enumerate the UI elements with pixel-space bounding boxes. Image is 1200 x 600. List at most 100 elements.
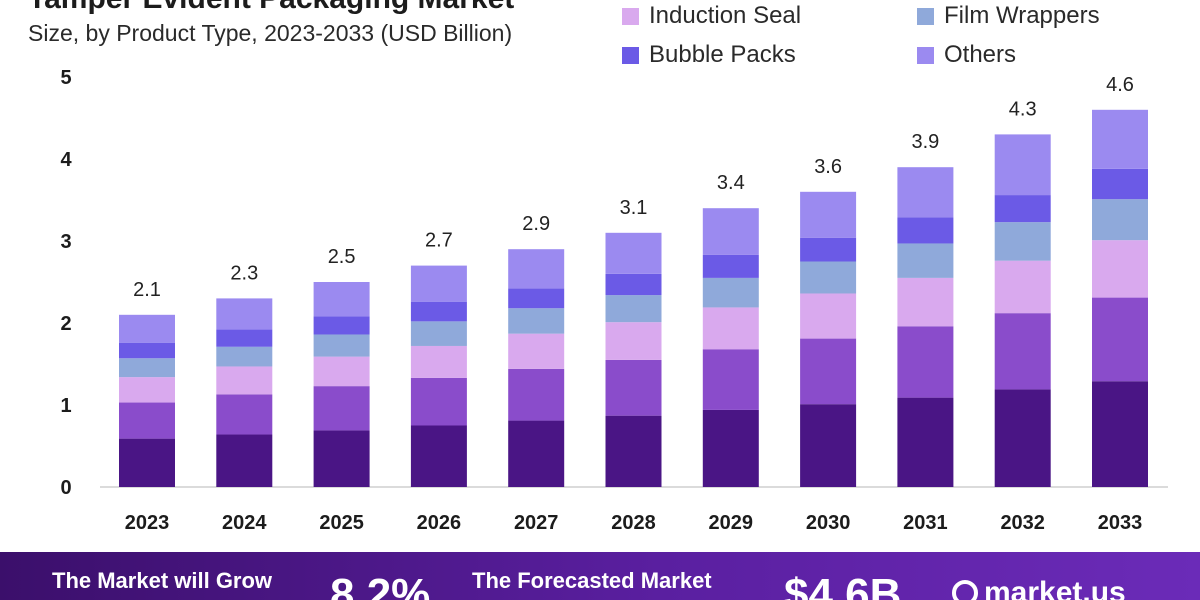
- y-tick-label: 1: [60, 395, 71, 417]
- bar-segment: [216, 434, 273, 487]
- bar-segment: [508, 420, 565, 487]
- bar-segment: [313, 356, 370, 387]
- chart-subtitle: Size, by Product Type, 2023-2033 (USD Bi…: [28, 20, 513, 46]
- bar-total-label: 4.3: [1009, 98, 1037, 120]
- forecast-value: $4.6B: [784, 570, 902, 600]
- bar-segment: [216, 329, 273, 347]
- bar-segment: [410, 377, 467, 426]
- x-tick-label: 2031: [903, 512, 948, 534]
- bar-segment: [313, 282, 370, 317]
- bar-segment: [216, 346, 273, 367]
- x-tick-label: 2029: [709, 512, 754, 534]
- footer-banner: The Market will Grow 8.2% The Forecasted…: [0, 552, 1200, 600]
- bar-segment: [508, 249, 565, 289]
- bar-segment: [897, 167, 954, 218]
- bar-segment: [410, 321, 467, 346]
- legend-label: Film Wrappers: [944, 2, 1100, 29]
- x-tick-label: 2025: [319, 512, 364, 534]
- legend-label: Bubble Packs: [649, 41, 796, 68]
- bar-segment: [1092, 199, 1148, 241]
- bar-total-label: 3.6: [814, 156, 842, 178]
- bar-segment: [1092, 381, 1148, 487]
- x-tick-label: 2028: [611, 512, 656, 534]
- x-tick-label: 2023: [125, 512, 170, 534]
- legend-swatch: [917, 46, 934, 64]
- bar-segment: [605, 232, 662, 274]
- y-tick-label: 0: [60, 477, 71, 499]
- stacked-bar-chart: 0 1 2 3 4 5 2.1 2023 2.3 2024 2.5 2025 2.7 2026 2.9 202…: [60, 67, 1168, 534]
- bar-segment: [897, 326, 954, 398]
- bar-segment: [119, 438, 175, 487]
- bar-segment: [702, 254, 759, 278]
- legend-label: Induction Seal: [649, 2, 802, 29]
- y-tick-label: 3: [60, 231, 71, 253]
- bar-segment: [119, 342, 175, 359]
- x-tick-label: 2030: [806, 512, 851, 534]
- bar-segment: [410, 301, 467, 322]
- bar-segment: [508, 288, 565, 309]
- cagr-value: 8.2%: [330, 570, 431, 600]
- y-tick-label: 2: [60, 313, 71, 335]
- legend-swatch: [917, 7, 934, 25]
- bar-segment: [800, 191, 857, 238]
- bar-total-label: 3.1: [620, 197, 648, 219]
- bar-segment: [216, 298, 273, 330]
- legend-swatch: [622, 7, 639, 25]
- bar-segment: [897, 277, 954, 327]
- y-tick-label: 5: [60, 67, 71, 89]
- bar-segment: [119, 377, 175, 403]
- bar-segment: [800, 338, 857, 405]
- bar-segment: [994, 260, 1051, 314]
- bar-segment: [216, 394, 273, 435]
- bar-total-label: 2.1: [133, 279, 161, 301]
- bar-segment: [994, 313, 1051, 390]
- bar-total-label: 2.9: [522, 213, 550, 235]
- y-tick-label: 4: [60, 149, 72, 171]
- bar-segment: [702, 307, 759, 350]
- bar-segment: [1092, 168, 1148, 200]
- bar-segment: [605, 295, 662, 323]
- bar-segment: [897, 217, 954, 244]
- bar-segment: [605, 359, 662, 416]
- x-tick-label: 2024: [222, 512, 267, 534]
- bar-segment: [508, 333, 565, 369]
- bar-segment: [410, 265, 467, 302]
- legend-label: Others: [944, 41, 1017, 68]
- legend-swatch: [622, 46, 639, 64]
- bar-total-label: 3.4: [717, 172, 745, 194]
- grow-label: The Market will Grow: [52, 568, 273, 593]
- brand-logo-icon: [952, 580, 978, 600]
- bar-segment: [800, 237, 857, 262]
- bar-total-label: 4.6: [1106, 74, 1134, 96]
- bar-segment: [313, 334, 370, 357]
- bar-segment: [1092, 109, 1148, 169]
- chart-title: Tamper Evident Packaging Market: [28, 0, 514, 16]
- bar-total-label: 2.7: [425, 230, 453, 252]
- legend-item-bubble-packs: Bubble Packs: [622, 41, 796, 69]
- bar-segment: [994, 389, 1051, 487]
- bar-segment: [1092, 297, 1148, 382]
- bar-segment: [313, 316, 370, 335]
- bar-segment: [800, 261, 857, 294]
- forecast-label: The Forecasted Market: [472, 568, 712, 593]
- bar-segment: [897, 243, 954, 278]
- bar-segment: [508, 368, 565, 421]
- bar-segment: [1092, 240, 1148, 298]
- legend-item-induction-seal: Induction Seal: [622, 2, 801, 30]
- bar-segment: [605, 273, 662, 296]
- bar-segment: [605, 322, 662, 360]
- bar-segment: [994, 134, 1051, 196]
- bar-segment: [994, 195, 1051, 223]
- bar-total-label: 2.5: [328, 246, 356, 268]
- bar-segment: [800, 293, 857, 339]
- x-tick-label: 2032: [1000, 512, 1045, 534]
- bar-total-label: 2.3: [230, 262, 258, 284]
- bar-segment: [702, 208, 759, 255]
- bar-segment: [508, 308, 565, 334]
- bar-segment: [605, 415, 662, 487]
- brand-name: market.us: [984, 576, 1126, 600]
- bar-segment: [702, 277, 759, 308]
- x-tick-label: 2027: [514, 512, 559, 534]
- bar-segment: [897, 397, 954, 487]
- bar-segment: [313, 386, 370, 431]
